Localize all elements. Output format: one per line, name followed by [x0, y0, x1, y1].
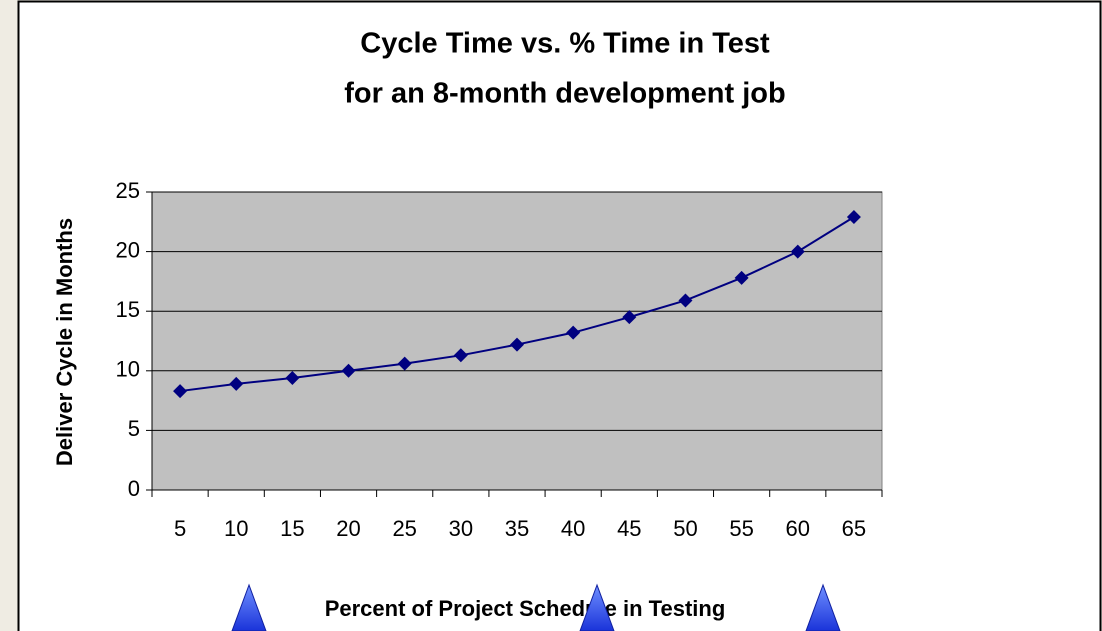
y-tick-label: 5	[128, 416, 140, 441]
x-tick-label: 60	[786, 516, 810, 541]
data-point	[341, 363, 356, 378]
data-point	[229, 376, 244, 391]
data-point	[510, 337, 524, 352]
data-point	[622, 310, 637, 325]
data-point	[173, 384, 188, 399]
x-tick-label: 40	[561, 516, 585, 541]
x-tick-label: 50	[673, 516, 697, 541]
data-point	[846, 210, 861, 225]
data-point	[453, 348, 468, 363]
data-point	[790, 244, 805, 259]
x-axis-title: Percent of Project Schedule in Testing	[325, 596, 726, 621]
chart-title: Cycle Time vs. % Time in Test	[360, 28, 770, 60]
y-tick-label: 15	[116, 297, 140, 322]
data-point	[678, 293, 693, 308]
data-point	[734, 270, 749, 285]
x-tick-label: 30	[449, 516, 473, 541]
x-tick-label: 15	[280, 516, 304, 541]
y-axis-title: Deliver Cycle in Months	[52, 218, 77, 466]
x-tick-label: 10	[224, 516, 248, 541]
x-tick-label: 65	[842, 516, 866, 541]
y-tick-label: 20	[116, 237, 140, 262]
data-point	[566, 325, 581, 340]
data-point	[397, 356, 412, 371]
x-tick-label: 55	[729, 516, 753, 541]
y-tick-label: 25	[116, 178, 140, 203]
triangle-marker	[579, 583, 615, 631]
x-tick-label: 45	[617, 516, 641, 541]
x-tick-label: 25	[392, 516, 416, 541]
x-tick-label: 35	[505, 516, 529, 541]
y-tick-label: 0	[128, 476, 140, 501]
x-tick-label: 20	[336, 516, 360, 541]
y-tick-label: 10	[116, 357, 140, 382]
triangle-marker	[231, 583, 267, 631]
chart-subtitle: for an 8-month development job	[344, 78, 785, 110]
data-point	[285, 370, 300, 385]
triangle-marker	[805, 583, 841, 631]
x-tick-label: 5	[174, 516, 186, 541]
